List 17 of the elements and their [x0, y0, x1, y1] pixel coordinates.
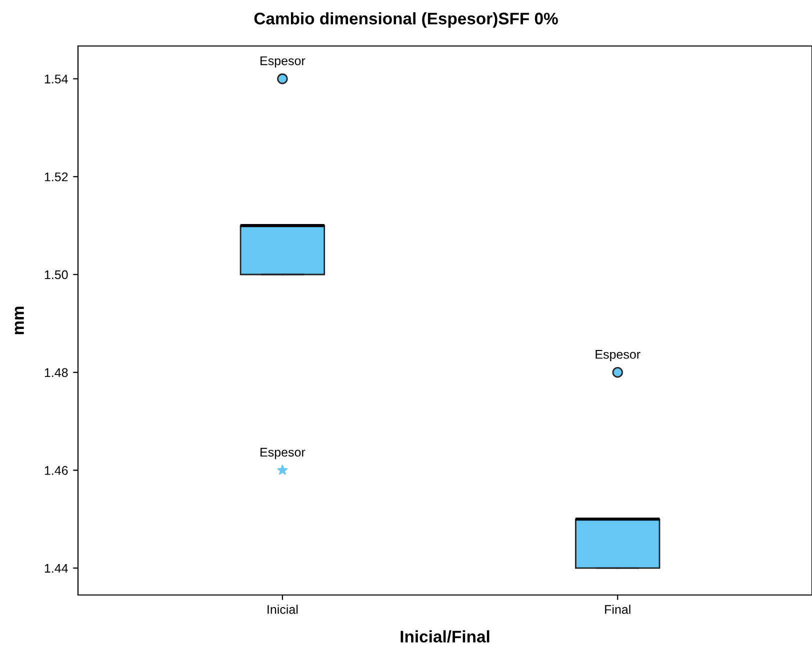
- point: [612, 367, 623, 378]
- y-tick-label: 1.52: [44, 172, 68, 182]
- x-tick-label: Inicial: [268, 604, 298, 614]
- y-tick-label: 1.54: [44, 74, 68, 84]
- point: [277, 73, 288, 84]
- annotation: Espesor: [260, 448, 306, 460]
- x-tick-label: Final: [605, 604, 630, 614]
- point: [277, 464, 288, 475]
- y-axis-title: mm: [14, 306, 24, 334]
- x-axis-title: Inicial/Final: [400, 630, 490, 643]
- y-tick-label: 1.48: [44, 368, 68, 378]
- y-tick-label: 1.50: [44, 270, 68, 280]
- annotation: Espesor: [596, 350, 640, 362]
- annotation: Espesor: [260, 56, 306, 68]
- chart-title: Cambio dimensional (Espesor)SFF 0%: [254, 12, 558, 28]
- y-tick-label: 1.44: [44, 564, 68, 573]
- y-tick-label: 1.46: [44, 466, 68, 475]
